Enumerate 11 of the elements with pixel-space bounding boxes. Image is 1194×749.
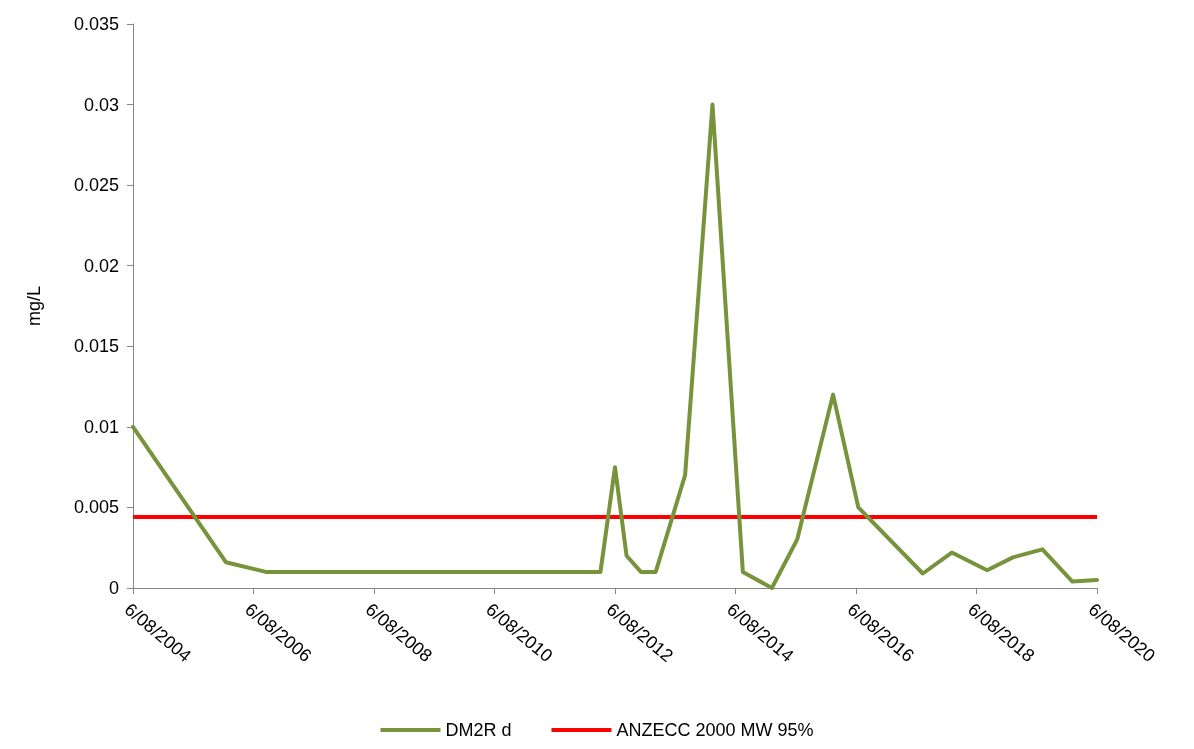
y-tick-label: 0.025	[73, 175, 119, 196]
y-tick-label: 0.015	[73, 336, 119, 357]
legend-label: ANZECC 2000 MW 95%	[616, 720, 814, 740]
y-tick-label: 0.01	[83, 416, 119, 437]
y-tick-label: 0.035	[73, 14, 119, 34]
y-tick-label: 0.005	[73, 497, 119, 518]
y-tick-label: 0	[108, 578, 119, 598]
y-tick-label: 0.02	[83, 255, 119, 276]
legend-label: DM2R d	[445, 720, 512, 740]
y-axis-title: mg/L	[24, 285, 44, 327]
y-tick-label: 0.03	[83, 94, 119, 115]
